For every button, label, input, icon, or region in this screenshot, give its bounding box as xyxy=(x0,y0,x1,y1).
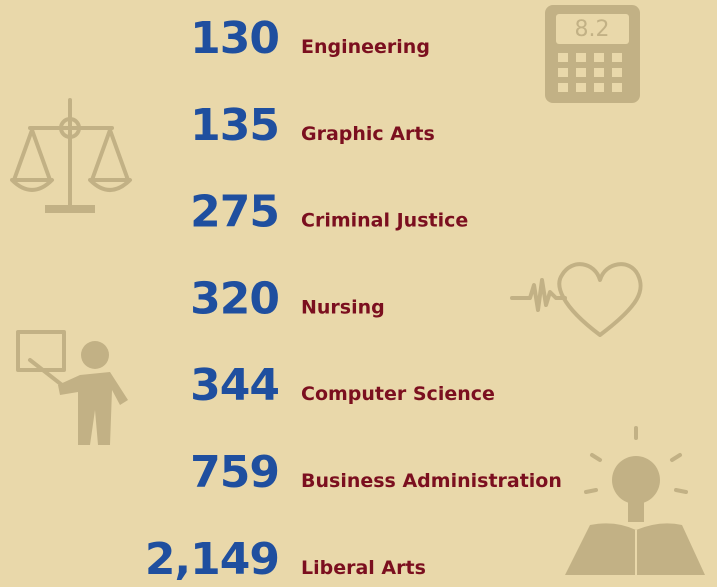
svg-text:8.2: 8.2 xyxy=(575,17,610,42)
program-count: 2,149 xyxy=(145,534,279,585)
program-name: Nursing xyxy=(301,296,385,318)
program-list: 130 Engineering 135 Graphic Arts 275 Criminal… xyxy=(145,13,562,585)
lightbulb-book-icon xyxy=(565,426,705,575)
program-count: 130 xyxy=(190,13,279,64)
program-count: 320 xyxy=(190,273,279,324)
program-name: Criminal Justice xyxy=(301,210,468,232)
program-count: 275 xyxy=(190,187,279,238)
program-name: Business Administration xyxy=(301,470,562,492)
scale-icon xyxy=(10,98,132,213)
calculator-icon: 8.2 xyxy=(545,5,640,103)
program-name: Engineering xyxy=(301,36,430,58)
program-count: 135 xyxy=(190,100,279,151)
program-name: Computer Science xyxy=(301,383,495,405)
program-count: 759 xyxy=(190,447,279,498)
teacher-icon xyxy=(16,330,128,445)
program-name: Liberal Arts xyxy=(301,557,426,579)
program-name: Graphic Arts xyxy=(301,123,435,145)
heart-icon xyxy=(510,262,643,337)
program-count: 344 xyxy=(190,360,279,411)
